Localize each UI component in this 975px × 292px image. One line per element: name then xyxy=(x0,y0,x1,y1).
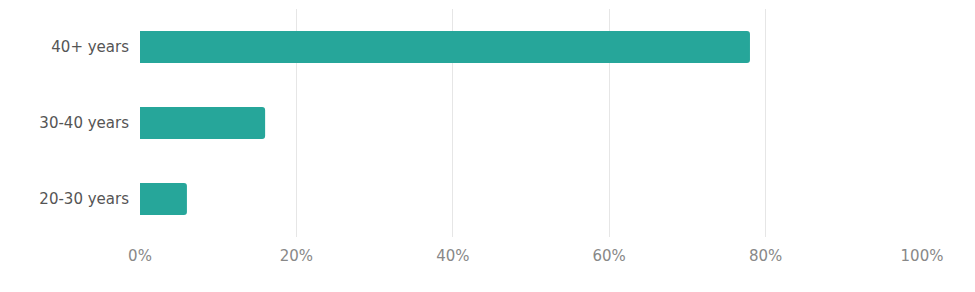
svg-text:20-30 years: 20-30 years xyxy=(39,190,129,208)
svg-text:40+ years: 40+ years xyxy=(51,38,129,56)
svg-text:20%: 20% xyxy=(280,247,313,265)
svg-text:0%: 0% xyxy=(128,247,152,265)
svg-text:60%: 60% xyxy=(593,247,626,265)
svg-text:100%: 100% xyxy=(901,247,944,265)
svg-text:30-40 years: 30-40 years xyxy=(39,114,129,132)
svg-text:40%: 40% xyxy=(436,247,469,265)
svg-text:80%: 80% xyxy=(749,247,782,265)
